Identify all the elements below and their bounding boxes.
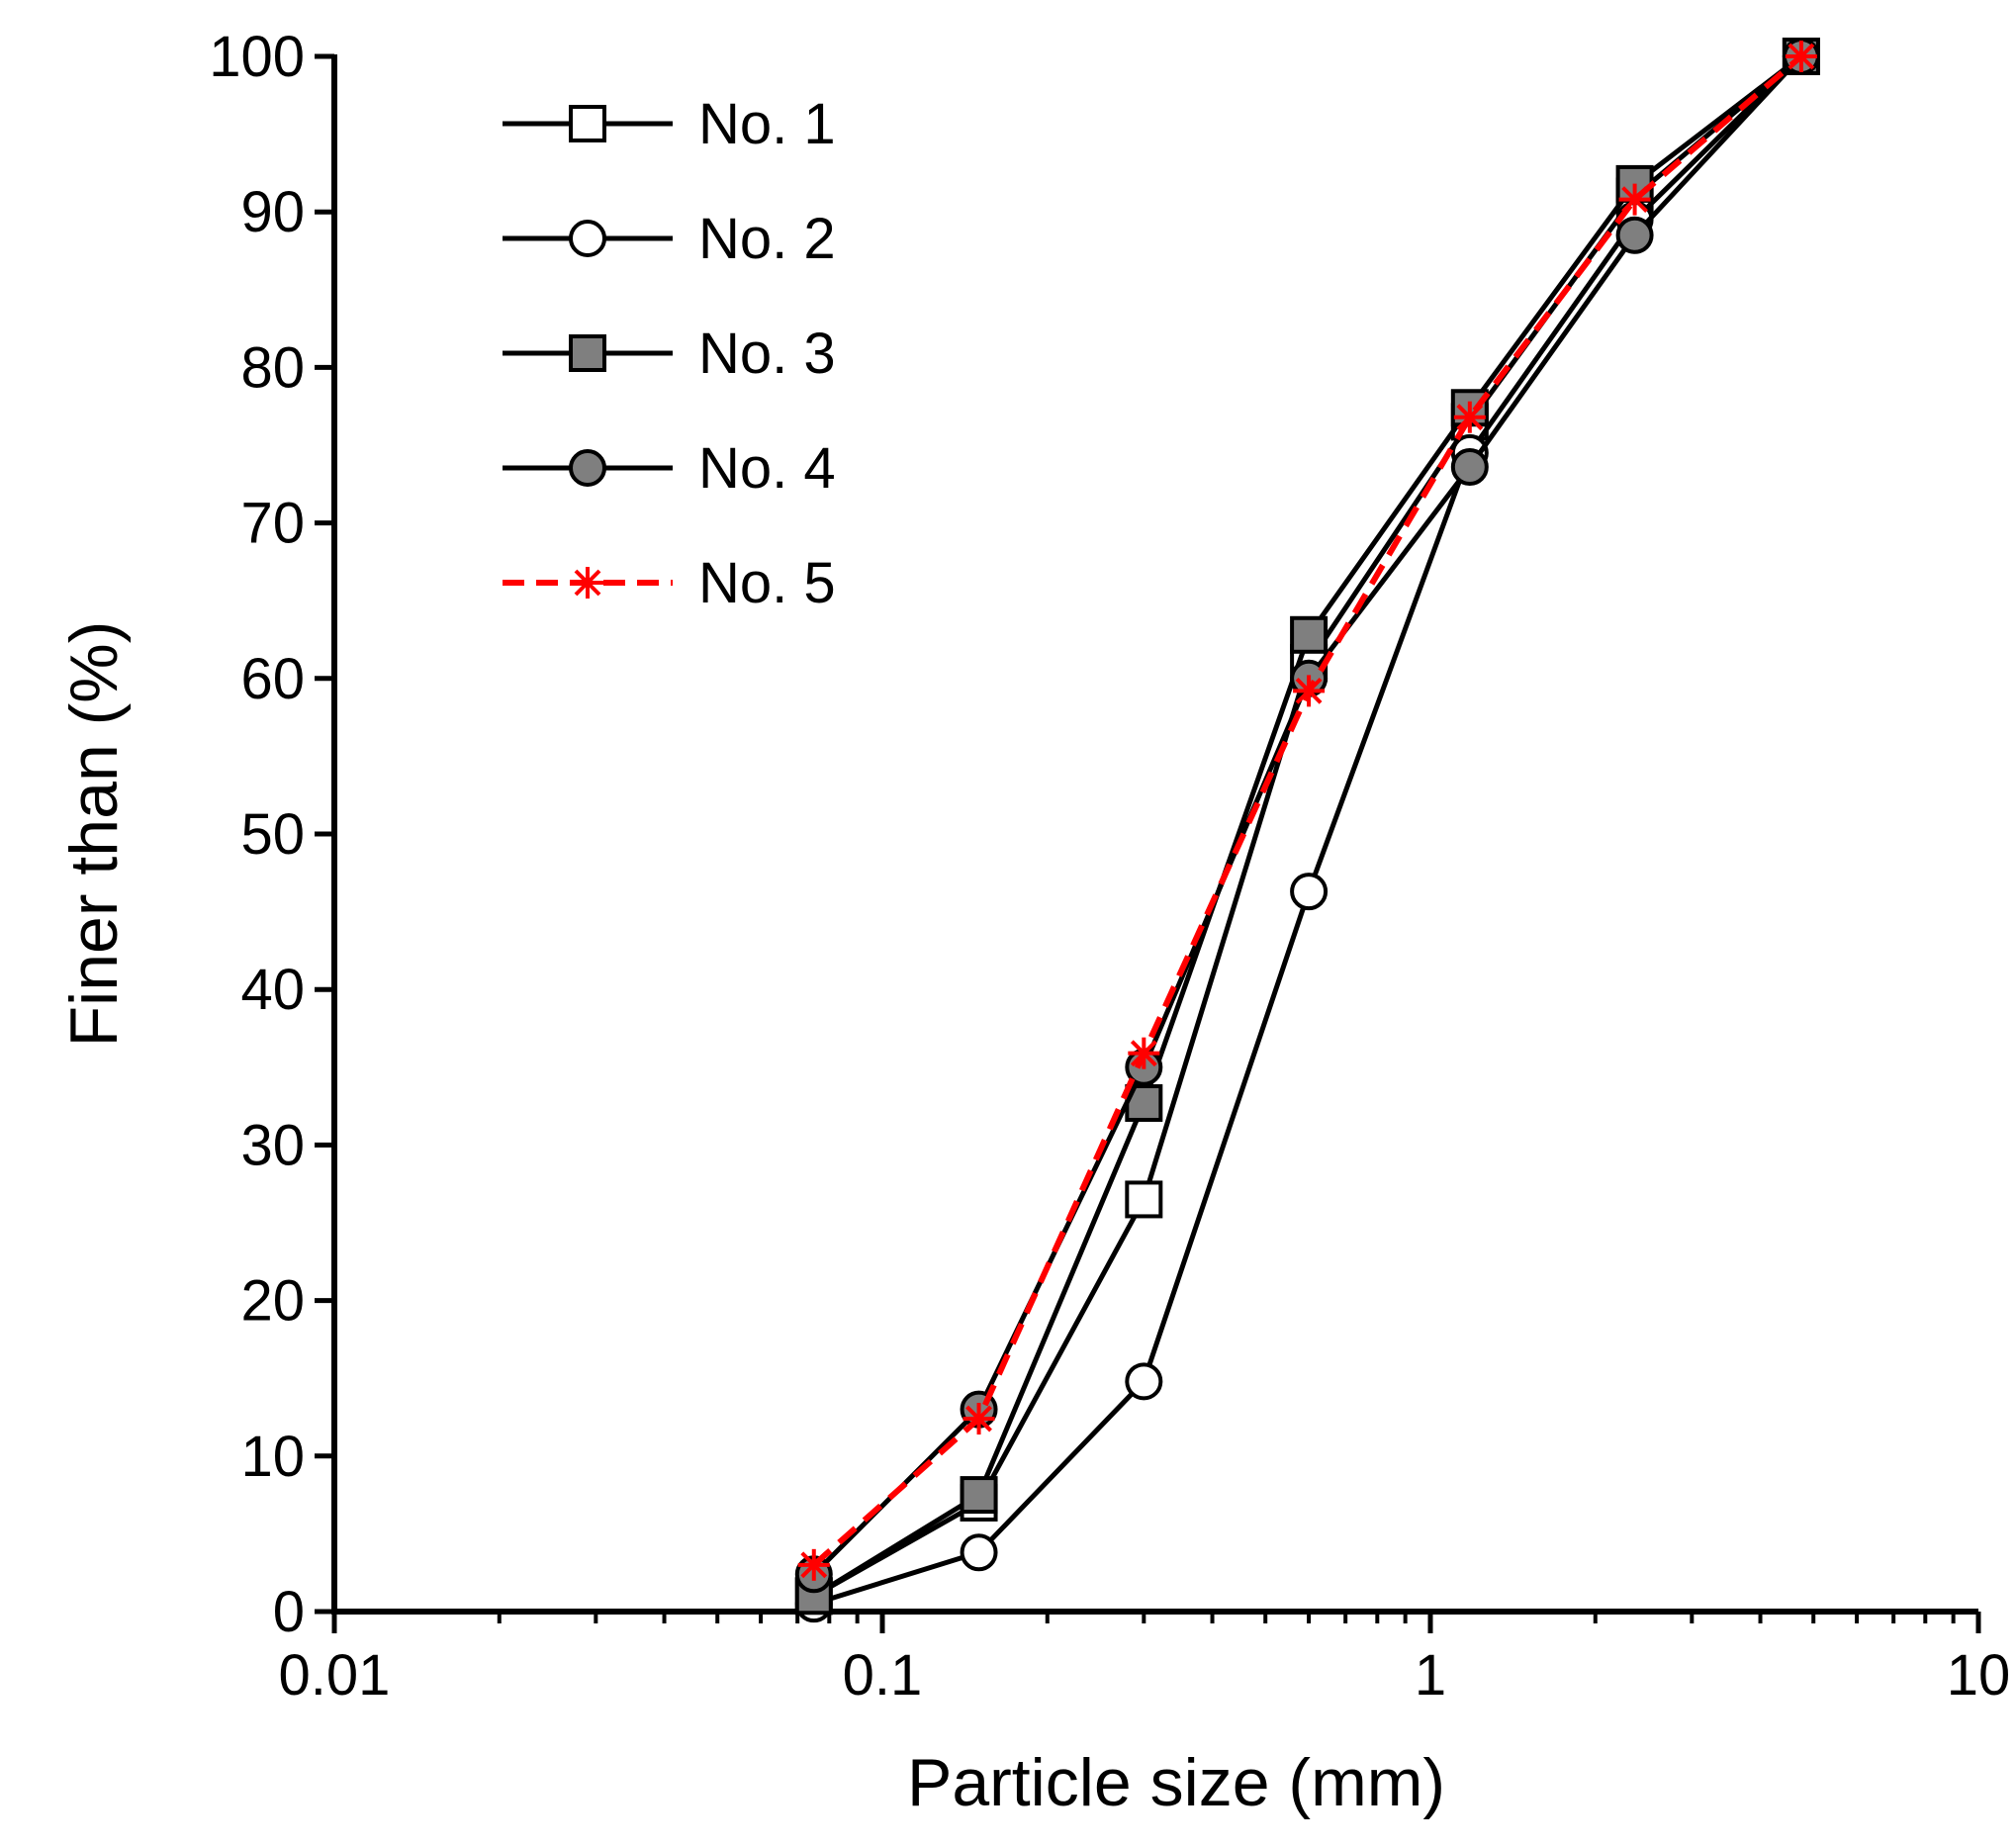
x-axis-title: Particle size (mm) xyxy=(907,1745,1445,1820)
y-tick-label: 30 xyxy=(240,1113,305,1177)
data-point xyxy=(1290,615,1329,654)
data-point xyxy=(1618,183,1651,216)
data-point xyxy=(1290,873,1329,911)
legend-label: No. 1 xyxy=(698,92,836,156)
series-no-2 xyxy=(794,38,1820,1623)
legend-item-no-5: No. 5 xyxy=(503,551,836,615)
legend-label: No. 3 xyxy=(698,322,836,386)
x-tick-label: 10 xyxy=(1947,1643,2011,1708)
legend-swatch-marker xyxy=(569,449,606,487)
data-point xyxy=(1450,448,1489,487)
legend-item-no-2: No. 2 xyxy=(503,207,836,271)
data-point xyxy=(960,1476,998,1515)
legend-item-no-1: No. 1 xyxy=(503,92,836,156)
legend-swatch-marker xyxy=(572,567,603,599)
x-tick-label: 0.1 xyxy=(843,1643,923,1708)
legend-label: No. 2 xyxy=(698,207,836,271)
series-no-5 xyxy=(797,41,1817,1581)
legend-swatch-marker xyxy=(569,105,606,142)
y-tick-label: 90 xyxy=(240,180,305,244)
data-point xyxy=(1128,1037,1160,1069)
data-point xyxy=(960,1533,998,1572)
data-point xyxy=(797,1548,830,1581)
legend-swatch-marker xyxy=(569,334,606,372)
series-line xyxy=(812,54,1803,1599)
legend-label: No. 5 xyxy=(698,551,836,615)
data-point xyxy=(1125,1180,1163,1219)
data-point xyxy=(1125,1362,1163,1401)
series-no-4 xyxy=(794,38,1820,1594)
legend-item-no-3: No. 3 xyxy=(503,322,836,386)
legend: No. 1 No. 2 No. 3 No. 4 No. 5 xyxy=(503,92,836,615)
y-tick-label: 10 xyxy=(240,1425,305,1489)
series-line xyxy=(812,54,1803,1599)
legend-swatch-marker xyxy=(569,220,606,257)
data-point xyxy=(1615,216,1654,254)
y-tick-label: 100 xyxy=(209,25,305,89)
y-tick-label: 20 xyxy=(240,1269,305,1334)
y-tick-label: 60 xyxy=(240,647,305,711)
y-tick-label: 40 xyxy=(240,958,305,1022)
x-tick-label: 0.01 xyxy=(279,1643,391,1708)
ticks: 0 10 20 30 40 50 60 70 80 90 100 0.01 0.1 1 10 xyxy=(209,25,2010,1708)
legend-label: No. 4 xyxy=(698,436,836,501)
series-line xyxy=(813,54,1803,1607)
legend-item-no-4: No. 4 xyxy=(503,436,836,501)
y-tick-label: 70 xyxy=(240,492,305,556)
series-line xyxy=(812,54,1803,1577)
y-axis-title: Finer than (%) xyxy=(56,621,132,1048)
series-group xyxy=(794,38,1820,1623)
y-tick-label: 0 xyxy=(273,1580,305,1644)
series-no-3 xyxy=(794,38,1820,1616)
y-tick-label: 80 xyxy=(240,335,305,400)
data-point xyxy=(1785,41,1817,72)
x-tick-label: 1 xyxy=(1415,1643,1446,1708)
data-point xyxy=(962,1403,995,1435)
data-point xyxy=(1453,401,1486,433)
series-no-1 xyxy=(794,38,1820,1616)
data-point xyxy=(1293,675,1326,707)
y-tick-label: 50 xyxy=(240,802,305,867)
series-line xyxy=(811,53,1803,1568)
